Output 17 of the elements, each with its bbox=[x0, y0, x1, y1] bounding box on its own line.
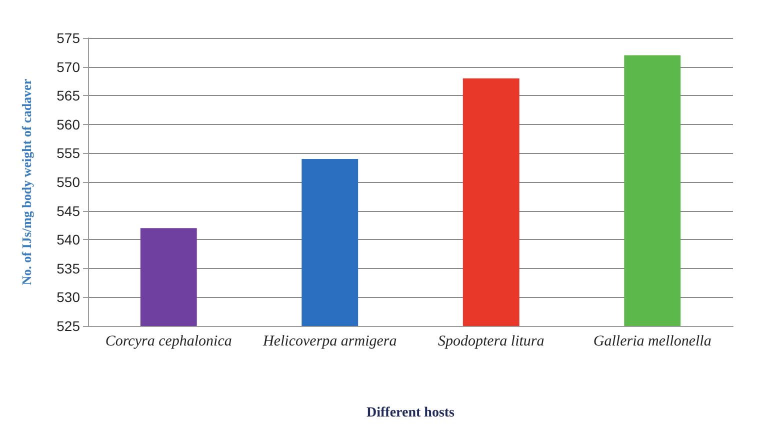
y-tick-label: 535 bbox=[56, 260, 80, 276]
x-tick-label: Spodoptera litura bbox=[438, 334, 544, 350]
y-tick-label: 525 bbox=[56, 318, 80, 334]
y-tick-label: 570 bbox=[56, 58, 80, 75]
y-tick-label: 530 bbox=[56, 289, 80, 306]
x-axis-title: Different hosts bbox=[366, 406, 456, 420]
y-tick-label: 560 bbox=[56, 116, 80, 132]
y-tick-label: 565 bbox=[56, 88, 80, 104]
x-tick-label: Corcyra cephalonica bbox=[105, 334, 232, 350]
x-tick-label: Helicoverpa armigera bbox=[262, 334, 397, 350]
y-tick-label: 550 bbox=[56, 174, 80, 190]
y-tick-label: 555 bbox=[56, 145, 80, 162]
x-tick-label: Galleria mellonella bbox=[593, 334, 712, 350]
y-tick-label: 575 bbox=[56, 30, 80, 46]
y-axis-title: No. of IJs/mg body weight of cadaver bbox=[19, 78, 34, 286]
y-tick-label: 545 bbox=[56, 202, 80, 219]
y-tick-label: 540 bbox=[56, 232, 80, 248]
